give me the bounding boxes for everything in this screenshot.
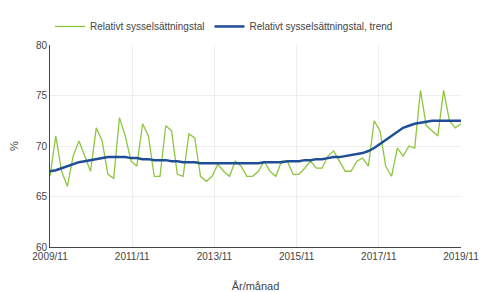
svg-text:65: 65 — [36, 191, 48, 202]
svg-text:2017/11: 2017/11 — [361, 251, 397, 262]
svg-text:År/månad: År/månad — [232, 280, 280, 292]
svg-text:2009/11: 2009/11 — [32, 251, 68, 262]
svg-text:75: 75 — [36, 90, 48, 101]
svg-text:2011/11: 2011/11 — [115, 251, 150, 262]
svg-text:2013/11: 2013/11 — [197, 251, 233, 262]
svg-text:%: % — [8, 141, 20, 151]
svg-text:2015/11: 2015/11 — [279, 251, 315, 262]
svg-text:80: 80 — [36, 40, 48, 51]
svg-text:60: 60 — [36, 242, 48, 253]
svg-text:70: 70 — [36, 141, 48, 152]
svg-text:2019/11: 2019/11 — [443, 251, 479, 262]
svg-text:Relativt sysselsättningstal: Relativt sysselsättningstal — [90, 21, 205, 32]
svg-text:Relativt sysselsättningstal, t: Relativt sysselsättningstal, trend — [250, 21, 393, 32]
